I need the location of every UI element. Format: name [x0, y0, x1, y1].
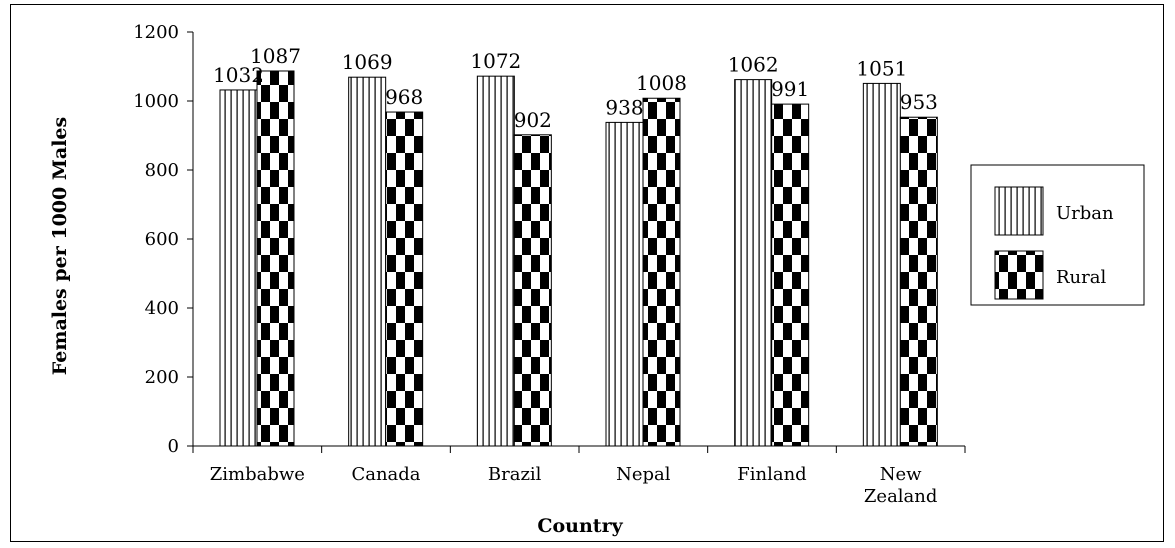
y-axis-title: Females per 1000 Males — [49, 117, 71, 375]
x-tick-label: Finland — [737, 464, 806, 485]
bar-rural — [771, 103, 810, 447]
x-tick-label: Nepal — [616, 464, 671, 485]
x-tick-label: Brazil — [488, 464, 542, 485]
x-axis — [192, 445, 966, 453]
legend-swatch-rural — [994, 250, 1044, 300]
y-tick-label: 1000 — [133, 91, 179, 112]
bar-rural — [899, 116, 938, 447]
bar-rural — [513, 134, 552, 447]
y-tick-label: 400 — [145, 298, 179, 319]
data-label: 902 — [514, 108, 552, 132]
x-tick-label: Canada — [351, 464, 420, 485]
data-label: 1008 — [636, 71, 687, 95]
category-labels: Zimbabwe Canada Brazil Nepal Finland New Zeala… — [210, 464, 938, 507]
y-tick-label: 600 — [145, 229, 179, 250]
x-tick-label: Zimbabwe — [210, 464, 305, 485]
y-tick-label: 1200 — [133, 22, 179, 43]
data-label: 968 — [385, 85, 423, 109]
y-tick-label: 0 — [168, 436, 179, 457]
legend: Urban Rural — [970, 164, 1145, 306]
x-tick-label: New Zealand — [864, 464, 938, 507]
y-axis: 0 200 400 600 800 1000 1200 — [133, 22, 194, 457]
bar-urban — [605, 121, 644, 447]
bars — [219, 70, 938, 447]
data-label: 1032 — [213, 63, 264, 87]
bar-rural — [642, 97, 681, 447]
x-axis-title: Country — [537, 515, 623, 537]
y-tick-label: 800 — [145, 160, 179, 181]
bar-rural — [256, 70, 295, 447]
data-label: 1051 — [856, 56, 907, 80]
bar-urban — [734, 79, 773, 447]
data-label: 938 — [605, 95, 643, 119]
bar-urban — [862, 82, 901, 447]
data-label: 953 — [900, 90, 938, 114]
data-label: 1062 — [728, 53, 779, 77]
data-label: 1069 — [342, 50, 393, 74]
bar-rural — [385, 111, 424, 447]
data-label: 1072 — [470, 49, 521, 73]
data-label: 991 — [771, 77, 809, 101]
bar-urban — [476, 75, 515, 447]
legend-swatch-urban — [994, 186, 1044, 236]
bar-urban — [219, 89, 258, 447]
legend-label-urban: Urban — [1056, 203, 1114, 224]
legend-label-rural: Rural — [1056, 267, 1106, 288]
y-tick-label: 200 — [145, 367, 179, 388]
bar-urban — [348, 76, 387, 447]
data-label: 1087 — [250, 44, 301, 68]
